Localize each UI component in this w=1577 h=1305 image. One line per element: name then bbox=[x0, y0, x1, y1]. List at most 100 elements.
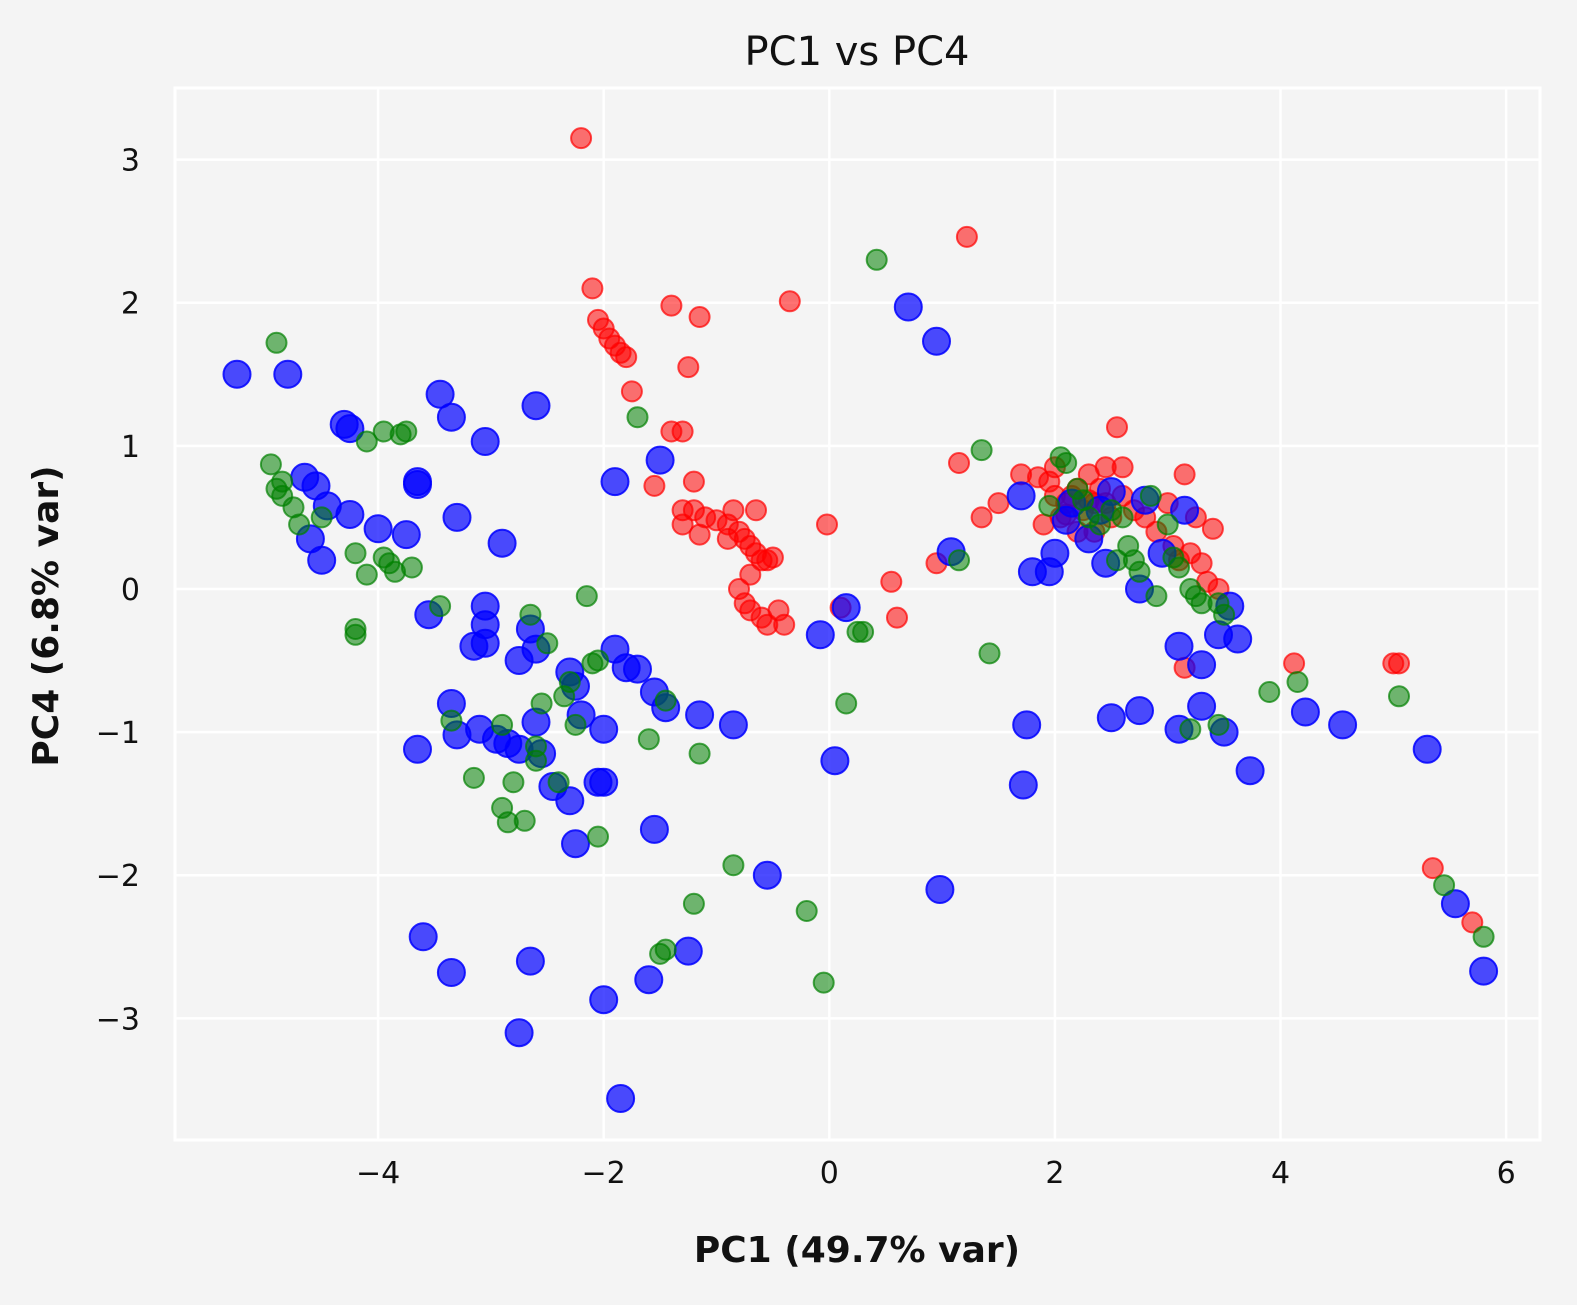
data-point-red bbox=[671, 513, 694, 536]
data-point-blue bbox=[752, 860, 782, 890]
data-point-green bbox=[400, 556, 423, 579]
data-point-red bbox=[1283, 652, 1306, 675]
data-point-green bbox=[513, 809, 536, 832]
data-point-red bbox=[581, 277, 604, 300]
data-point-green bbox=[865, 248, 888, 271]
data-point-blue bbox=[470, 427, 500, 456]
data-point-green bbox=[1388, 685, 1410, 708]
y-tick-label: −3 bbox=[96, 1002, 140, 1037]
data-point-red bbox=[677, 356, 700, 379]
data-point-green bbox=[530, 692, 553, 715]
data-point-blue bbox=[436, 958, 466, 987]
data-point-green bbox=[355, 430, 378, 453]
data-point-blue bbox=[831, 593, 861, 623]
data-point-blue bbox=[222, 359, 252, 389]
data-point-red bbox=[716, 527, 739, 550]
data-point-green bbox=[1055, 452, 1078, 474]
data-point-green bbox=[654, 689, 677, 712]
data-point-red bbox=[773, 613, 796, 636]
data-point-blue bbox=[1164, 631, 1194, 661]
data-point-green bbox=[1089, 513, 1111, 536]
data-point-blue bbox=[391, 520, 421, 550]
data-point-blue bbox=[645, 445, 675, 475]
data-point-blue bbox=[442, 502, 472, 532]
data-point-green bbox=[626, 406, 649, 429]
data-point-blue bbox=[408, 922, 438, 952]
data-point-red bbox=[722, 499, 745, 522]
chart-title: PC1 vs PC4 bbox=[745, 29, 970, 75]
data-point-green bbox=[1433, 874, 1456, 897]
data-point-green bbox=[1139, 484, 1162, 507]
data-point-blue bbox=[504, 1018, 534, 1048]
data-point-blue bbox=[521, 391, 551, 421]
data-point-green bbox=[395, 420, 418, 443]
data-point-blue bbox=[1235, 756, 1265, 786]
data-point-blue bbox=[1096, 703, 1126, 733]
plot-area-frame bbox=[173, 86, 1542, 1142]
data-point-green bbox=[344, 623, 367, 646]
data-point-green bbox=[722, 854, 745, 877]
data-point-green bbox=[1179, 718, 1202, 741]
y-axis-ticks: −3 −2 −1 0 1 2 3 bbox=[96, 144, 140, 1038]
data-point-green bbox=[1156, 513, 1179, 536]
data-point-red bbox=[880, 570, 903, 593]
data-point-red bbox=[620, 380, 643, 403]
data-point-green bbox=[835, 692, 858, 715]
data-point-blue bbox=[1008, 770, 1038, 800]
data-point-red bbox=[570, 127, 593, 150]
data-point-red bbox=[1201, 517, 1224, 540]
data-point-blue bbox=[673, 936, 703, 966]
data-points bbox=[222, 127, 1499, 1113]
data-point-green bbox=[536, 632, 559, 655]
data-point-green bbox=[310, 506, 333, 529]
data-point-green bbox=[970, 439, 993, 462]
data-point-blue bbox=[561, 829, 590, 859]
x-tick-label: −4 bbox=[356, 1156, 400, 1191]
data-point-blue bbox=[1290, 697, 1320, 727]
y-tick-label: 2 bbox=[121, 287, 140, 322]
data-point-blue bbox=[1440, 889, 1470, 919]
data-point-blue bbox=[459, 631, 489, 661]
data-point-red bbox=[1190, 552, 1213, 575]
data-point-red bbox=[761, 546, 784, 569]
y-tick-label: −1 bbox=[96, 716, 140, 751]
data-point-green bbox=[587, 649, 609, 672]
data-point-green bbox=[265, 331, 288, 354]
x-axis-ticks: −4 −2 0 2 4 6 bbox=[356, 1156, 1516, 1191]
data-point-green bbox=[1213, 603, 1236, 626]
data-point-red bbox=[1173, 463, 1196, 486]
data-point-red bbox=[778, 290, 801, 313]
data-point-green bbox=[948, 549, 970, 572]
data-point-green bbox=[344, 542, 367, 565]
data-point-green bbox=[978, 642, 1001, 665]
data-point-blue bbox=[893, 292, 923, 322]
data-point-green bbox=[587, 825, 609, 848]
data-point-red bbox=[1388, 652, 1410, 675]
data-point-red bbox=[682, 470, 705, 493]
data-point-green bbox=[575, 585, 598, 608]
data-point-blue bbox=[1328, 710, 1358, 740]
y-tick-label: 0 bbox=[121, 573, 140, 608]
data-point-blue bbox=[820, 746, 850, 776]
data-point-blue bbox=[1006, 481, 1036, 511]
data-point-blue bbox=[718, 710, 748, 740]
data-point-green bbox=[525, 749, 547, 772]
data-point-red bbox=[955, 225, 978, 248]
data-point-blue bbox=[925, 875, 955, 904]
data-point-green bbox=[288, 513, 311, 536]
x-tick-label: −2 bbox=[582, 1156, 626, 1191]
data-point-green bbox=[440, 709, 463, 732]
data-point-green bbox=[1106, 549, 1128, 572]
data-point-green bbox=[259, 453, 282, 476]
data-point-red bbox=[739, 563, 762, 586]
data-point-green bbox=[1145, 585, 1168, 608]
data-point-blue bbox=[1412, 734, 1442, 764]
data-point-green bbox=[637, 728, 660, 751]
data-point-red bbox=[816, 513, 838, 536]
y-tick-label: −2 bbox=[96, 859, 140, 894]
data-point-red bbox=[1106, 416, 1128, 439]
data-point-blue bbox=[515, 946, 545, 976]
data-point-blue bbox=[363, 514, 393, 544]
